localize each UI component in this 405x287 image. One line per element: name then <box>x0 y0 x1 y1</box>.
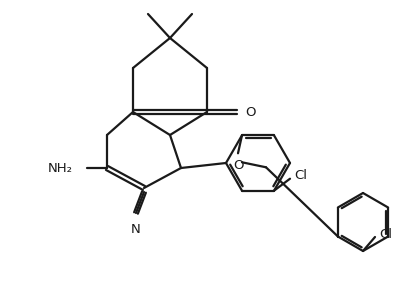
Text: O: O <box>233 159 243 172</box>
Text: O: O <box>245 106 256 119</box>
Text: Cl: Cl <box>294 169 307 182</box>
Text: N: N <box>131 223 141 236</box>
Text: NH₂: NH₂ <box>48 162 73 174</box>
Text: Cl: Cl <box>379 228 392 241</box>
